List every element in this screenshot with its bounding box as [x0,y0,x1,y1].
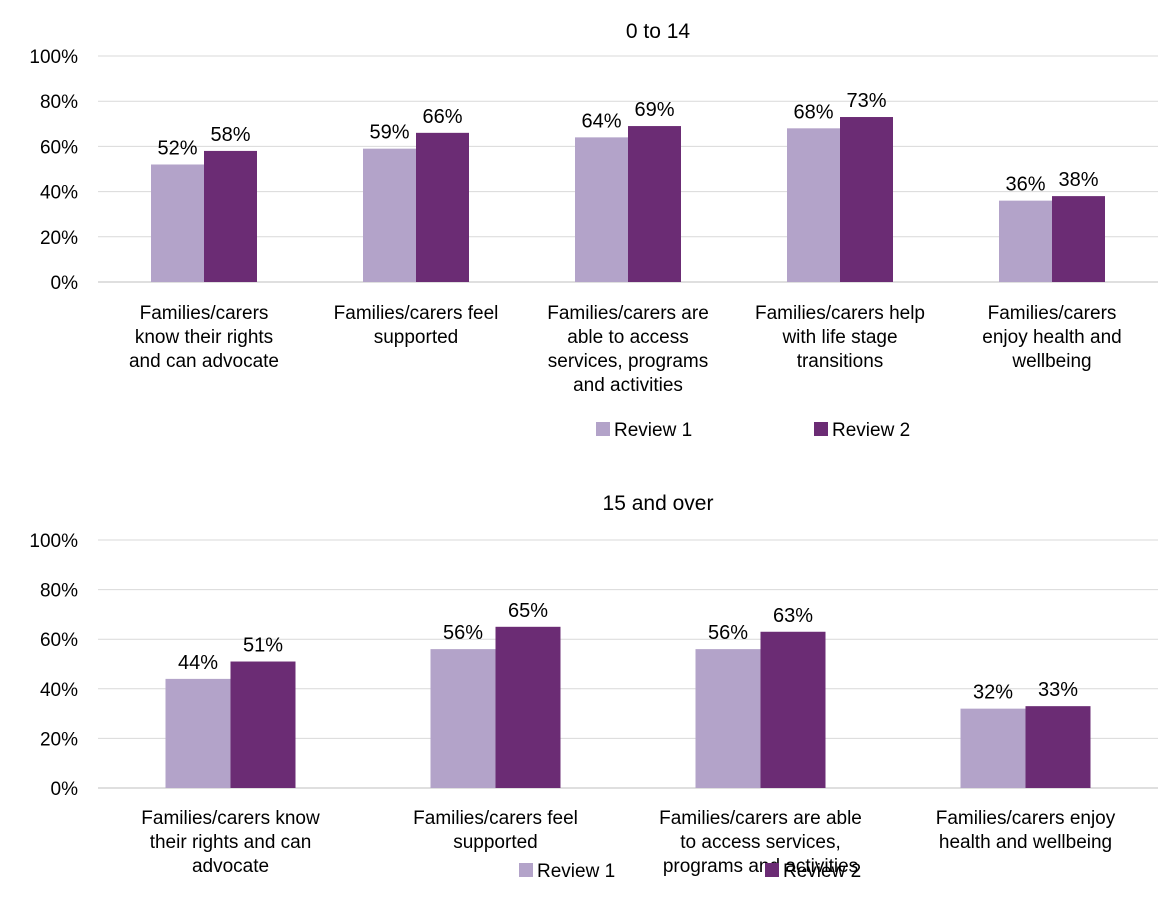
bar-review-1 [960,708,1026,788]
y-tick-label: 20% [40,729,78,750]
data-label: 58% [210,124,250,146]
y-tick-label: 100% [29,47,78,68]
category-label: Families/carers enjoy health and wellbein… [936,808,1116,853]
bar-review-1 [999,200,1052,282]
legend-swatch [596,422,610,436]
chart-15-and-over: 15 and over 0% 20% 40% 60% 80% 100% 44% 51% Famil… [29,492,1158,882]
data-label: 51% [243,635,283,657]
bar-review-2 [628,126,681,282]
bar-review-2 [495,626,561,788]
data-label: 65% [508,600,548,622]
y-tick-label: 0% [51,273,79,294]
category-label: Families/carers enjoy health and wellbeing [982,303,1121,372]
data-label: 66% [422,106,462,128]
data-label: 64% [581,110,621,132]
y-tick-label: 80% [40,92,78,113]
data-label: 69% [634,99,674,121]
legend-label: Review 1 [614,420,692,441]
category-label: Families/carers feel supported [413,808,578,853]
data-label: 33% [1038,679,1078,701]
category-label: Families/carers help with life stage trans… [755,303,925,372]
data-label: 44% [178,652,218,674]
y-tick-label: 40% [40,680,78,701]
legend-label: Review 2 [832,420,910,441]
data-label: 36% [1005,174,1045,196]
category-label: Families/carers are able to access service… [547,303,709,396]
bar-review-2 [230,661,296,788]
legend-swatch [814,422,828,436]
legend-swatch [519,863,533,877]
data-label: 59% [369,122,409,144]
y-tick-label: 0% [51,779,79,800]
data-label: 56% [708,622,748,644]
y-tick-label: 100% [29,531,78,552]
chart-title: 0 to 14 [626,20,691,43]
bar-review-2 [840,117,893,283]
bar-review-2 [416,132,469,282]
category-label: Families/carers know their rights and can… [141,808,320,877]
chart-0-to-14: 0 to 14 0% 20% 40% 60% 80% 100% 52% 58% Families/… [29,20,1158,441]
y-tick-label: 80% [40,581,78,602]
bar-review-1 [787,128,840,282]
category-label: Families/carers know their rights and can … [129,303,279,372]
bar-review-1 [151,164,204,282]
chart-title: 15 and over [603,492,714,515]
bar-review-2 [760,631,826,788]
y-tick-label: 20% [40,228,78,249]
data-label: 63% [773,605,813,627]
bar-review-1 [363,148,416,282]
y-tick-label: 60% [40,137,78,158]
data-label: 38% [1058,169,1098,191]
category-label: Families/carers are able to access servic… [659,808,862,877]
data-label: 52% [157,137,197,159]
bar-review-2 [204,150,257,282]
category-label: Families/carers feel supported [334,303,499,348]
bar-review-2 [1052,196,1105,282]
y-tick-label: 40% [40,183,78,204]
bar-review-1 [430,649,496,788]
data-label: 32% [973,682,1013,704]
data-label: 73% [846,90,886,112]
bar-review-1 [165,678,231,788]
data-label: 56% [443,622,483,644]
bar-review-2 [1025,706,1091,788]
legend-swatch [765,863,779,877]
bar-review-1 [695,649,761,788]
data-label: 68% [793,101,833,123]
legend-label: Review 1 [537,861,615,882]
bar-review-1 [575,137,628,282]
y-tick-label: 60% [40,630,78,651]
legend-label: Review 2 [783,861,861,882]
